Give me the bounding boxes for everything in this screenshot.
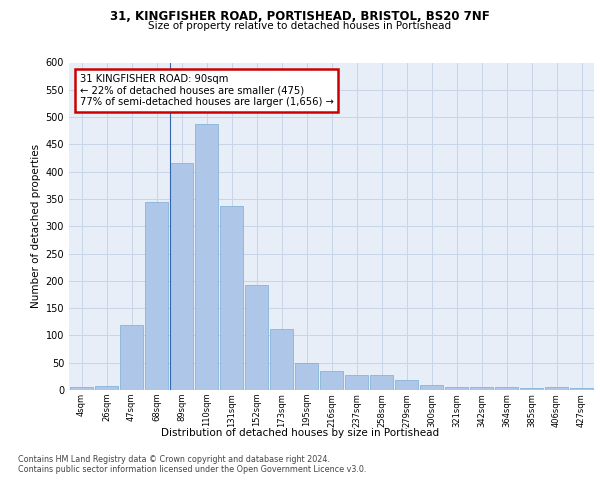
- Text: Contains HM Land Registry data © Crown copyright and database right 2024.: Contains HM Land Registry data © Crown c…: [18, 455, 330, 464]
- Y-axis label: Number of detached properties: Number of detached properties: [31, 144, 41, 308]
- Bar: [345, 376, 368, 390]
- Bar: [195, 124, 218, 390]
- Bar: [70, 388, 93, 390]
- Bar: [170, 164, 193, 390]
- Bar: [570, 388, 593, 390]
- Bar: [220, 206, 243, 390]
- Text: Contains public sector information licensed under the Open Government Licence v3: Contains public sector information licen…: [18, 465, 367, 474]
- Text: 31, KINGFISHER ROAD, PORTISHEAD, BRISTOL, BS20 7NF: 31, KINGFISHER ROAD, PORTISHEAD, BRISTOL…: [110, 10, 490, 23]
- Text: Distribution of detached houses by size in Portishead: Distribution of detached houses by size …: [161, 428, 439, 438]
- Bar: [495, 388, 518, 390]
- Bar: [370, 376, 393, 390]
- Bar: [120, 324, 143, 390]
- Bar: [395, 380, 418, 390]
- Bar: [445, 388, 468, 390]
- Bar: [420, 384, 443, 390]
- Bar: [470, 388, 493, 390]
- Text: 31 KINGFISHER ROAD: 90sqm
← 22% of detached houses are smaller (475)
77% of semi: 31 KINGFISHER ROAD: 90sqm ← 22% of detac…: [79, 74, 334, 107]
- Bar: [295, 362, 318, 390]
- Bar: [95, 386, 118, 390]
- Text: Size of property relative to detached houses in Portishead: Size of property relative to detached ho…: [148, 21, 452, 31]
- Bar: [245, 285, 268, 390]
- Bar: [520, 388, 543, 390]
- Bar: [545, 388, 568, 390]
- Bar: [145, 202, 168, 390]
- Bar: [270, 329, 293, 390]
- Bar: [320, 371, 343, 390]
